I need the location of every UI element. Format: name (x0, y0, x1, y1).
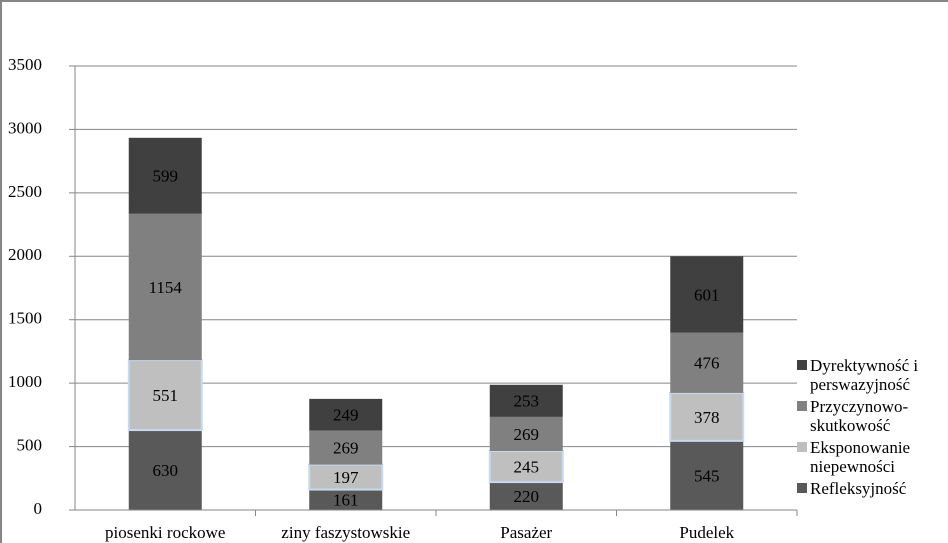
x-tick-label: Pudelek (679, 523, 734, 542)
bar-segment (308, 463, 384, 491)
bar-segment (669, 391, 745, 442)
data-label: 269 (333, 438, 359, 457)
data-label: 197 (333, 468, 359, 487)
legend-label: Eksponowanie niepewności (810, 438, 911, 476)
data-label: 601 (694, 285, 720, 304)
legend-item: Dyrektywność i perswazyjność (797, 356, 947, 394)
data-label: 476 (694, 354, 720, 373)
data-label: 269 (514, 425, 540, 444)
bar-segment (670, 440, 744, 510)
bar-segment (309, 430, 383, 465)
data-label: 545 (694, 466, 720, 485)
bar-segment (670, 256, 744, 333)
legend-label: Refleksyjność (810, 479, 907, 498)
x-tick-label: ziny faszystowskie (281, 523, 410, 542)
legend-swatch (797, 401, 807, 411)
data-label: 599 (153, 167, 179, 186)
bar-segment (489, 384, 563, 417)
x-tick-label: Pasażer (500, 523, 552, 542)
bar-segment (488, 450, 564, 484)
legend-item: Refleksyjność (797, 479, 947, 498)
data-label: 551 (153, 386, 179, 405)
data-label: 378 (694, 408, 720, 427)
data-label: 253 (514, 392, 540, 411)
data-label: 249 (333, 406, 359, 425)
bar-segment (489, 482, 563, 510)
data-label: 245 (514, 457, 540, 476)
bar-segment (670, 332, 744, 393)
bar-segment (128, 137, 202, 214)
bar-segment (309, 398, 383, 431)
y-tick-label: 3500 (8, 55, 42, 74)
legend-label: Dyrektywność i perswazyjność (810, 356, 919, 394)
legend-item: Przyczynowo-skutkowość (797, 397, 947, 435)
data-label: 161 (333, 491, 359, 510)
y-tick-label: 2500 (8, 182, 42, 201)
data-label: 1154 (149, 278, 183, 297)
legend-swatch (797, 483, 807, 493)
legend: Dyrektywność i perswazyjność Przyczynowo-… (797, 356, 947, 501)
y-tick-label: 1500 (8, 309, 42, 328)
y-tick-label: 500 (17, 435, 43, 454)
bar-segment (489, 416, 563, 452)
x-tick-label: piosenki rockowe (105, 523, 225, 542)
legend-item: Eksponowanie niepewności (797, 438, 947, 476)
bar-segment (128, 213, 202, 361)
data-label: 630 (153, 461, 179, 480)
legend-label: Przyczynowo-skutkowość (810, 397, 909, 435)
y-tick-label: 1000 (8, 372, 42, 391)
bar-segment (128, 430, 202, 510)
data-label: 220 (514, 487, 540, 506)
y-tick-label: 0 (34, 499, 43, 518)
y-tick-label: 3000 (8, 118, 42, 137)
y-tick-label: 2000 (8, 245, 42, 264)
legend-swatch (797, 442, 807, 452)
bar-segment (309, 489, 383, 510)
legend-swatch (797, 360, 807, 370)
